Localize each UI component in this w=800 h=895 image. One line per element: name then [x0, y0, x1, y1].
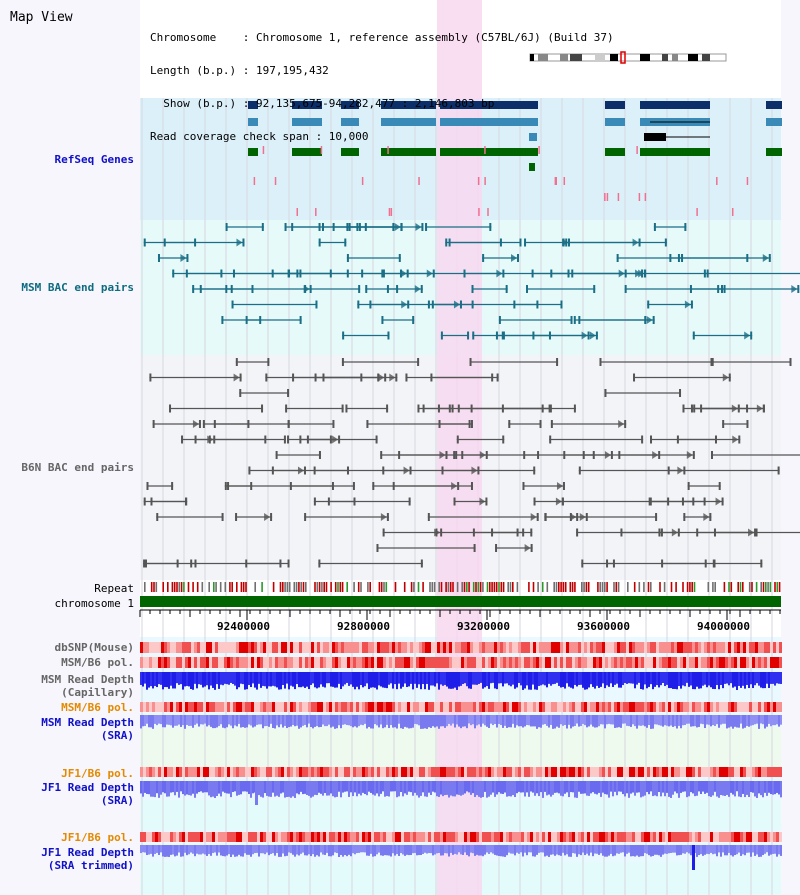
track-label-chromosome: chromosome 1	[54, 597, 134, 610]
track-label-msm-depth-capillary: MSM Read Depth (Capillary)	[41, 673, 134, 699]
track-label-repeat: Repeat	[94, 582, 134, 595]
chromosome-bar	[140, 596, 781, 607]
length-info: Length (b.p.) : 197,195,432	[150, 64, 329, 77]
show-info: Show (b.p.) : 92,135,675-94,282,477 : 2,…	[150, 97, 495, 110]
coverage-info: Read coverage check span : 10,000	[150, 130, 369, 143]
track-label-dbsnp: dbSNP(Mouse)	[54, 641, 134, 654]
track-label-msm-b6-pol-1: MSM/B6 pol.	[61, 656, 134, 669]
axis-tick-label: 93600000	[577, 620, 630, 633]
track-label-msm-depth-sra: MSM Read Depth (SRA)	[41, 716, 134, 742]
axis-tick-label: 93200000	[457, 620, 510, 633]
track-label-jf1-b6-pol-1: JF1/B6 pol.	[61, 767, 134, 780]
chromosome-info: Chromosome : Chromosome 1, reference ass…	[150, 31, 614, 44]
label-column-bg	[0, 0, 140, 895]
page-title: Map View	[10, 10, 73, 25]
axis-tick-label: 94000000	[697, 620, 750, 633]
axis-tick-label: 92800000	[337, 620, 390, 633]
region-info: Chromosome : Chromosome 1, reference ass…	[150, 10, 614, 164]
track-label-msm-bac[interactable]: MSM BAC end pairs	[21, 281, 134, 294]
right-margin	[781, 0, 800, 895]
track-label-b6n-bac[interactable]: B6N BAC end pairs	[21, 461, 134, 474]
track-label-jf1-depth-sra: JF1 Read Depth (SRA)	[41, 781, 134, 807]
track-label-jf1-b6-pol-2: JF1/B6 pol.	[61, 831, 134, 844]
track-label-jf1-depth-trimmed: JF1 Read Depth (SRA trimmed)	[41, 846, 134, 872]
axis-tick-label: 92400000	[217, 620, 270, 633]
ideogram-position-marker	[620, 51, 626, 64]
track-label-msm-b6-pol-2: MSM/B6 pol.	[61, 701, 134, 714]
track-label-refseq[interactable]: RefSeq Genes	[54, 153, 134, 166]
